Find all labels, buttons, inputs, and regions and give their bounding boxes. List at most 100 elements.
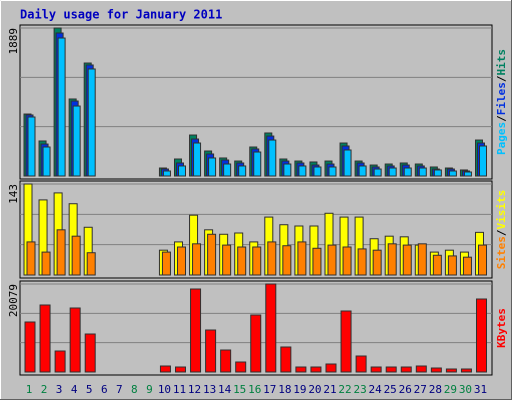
bar	[462, 256, 472, 276]
x-tick-label: 29	[444, 383, 457, 396]
legend-entry: Visits	[495, 190, 508, 230]
bar	[430, 367, 442, 373]
x-tick-label: 10	[158, 383, 171, 396]
legend-separator: /	[495, 229, 508, 236]
bar	[223, 163, 232, 177]
bar	[235, 361, 247, 373]
bar	[417, 243, 427, 276]
bar	[192, 243, 202, 276]
bar	[418, 167, 427, 177]
bar	[343, 149, 352, 177]
bar	[87, 68, 96, 177]
bar	[268, 139, 277, 177]
x-tick-label: 20	[308, 383, 321, 396]
x-tick-label: 26	[399, 383, 412, 396]
legend: Pages/Files/Hits	[495, 49, 508, 155]
x-tick-label: 4	[71, 383, 78, 396]
y-tick-label: 1889	[7, 28, 20, 55]
x-tick-label: 25	[384, 383, 397, 396]
x-tick-label: 27	[414, 383, 427, 396]
bar	[298, 165, 307, 177]
bar	[400, 366, 412, 373]
bar	[358, 165, 367, 177]
bar	[313, 166, 322, 177]
bar	[415, 365, 427, 373]
bar	[342, 246, 352, 276]
legend-separator: /	[495, 115, 508, 122]
bar	[54, 350, 66, 373]
bar	[190, 288, 202, 373]
bar	[373, 168, 382, 177]
x-tick-label: 11	[173, 383, 186, 396]
bar	[479, 145, 487, 177]
bar	[177, 246, 186, 276]
bar	[253, 151, 262, 177]
bar	[295, 366, 307, 373]
bar	[265, 283, 277, 373]
bar	[282, 245, 292, 276]
x-tick-label: 28	[429, 383, 442, 396]
x-tick-label: 3	[56, 383, 63, 396]
legend: Sites/Visits	[495, 190, 508, 270]
bar	[86, 252, 96, 276]
bar	[39, 304, 51, 373]
bar	[448, 170, 457, 177]
x-tick-label: 5	[86, 383, 93, 396]
bar	[432, 254, 442, 276]
bar	[312, 247, 322, 276]
bar	[463, 171, 472, 177]
y-tick-label: 20079	[7, 284, 20, 317]
bar	[175, 366, 186, 373]
x-tick-label: 2	[41, 383, 48, 396]
bar	[27, 116, 36, 177]
bar	[69, 307, 81, 373]
x-tick-label: 13	[203, 383, 216, 396]
bar	[476, 298, 487, 373]
x-tick-label: 21	[323, 383, 336, 396]
bar	[207, 233, 217, 276]
bar	[402, 244, 412, 276]
bar	[238, 165, 247, 177]
bar	[478, 244, 487, 276]
bar	[56, 229, 66, 276]
bar	[208, 157, 217, 177]
x-tick-label: 14	[218, 383, 232, 396]
legend: KBytes	[495, 308, 508, 348]
bar	[385, 366, 397, 373]
legend-entry: Files	[495, 82, 508, 115]
bar	[327, 244, 337, 276]
bar	[283, 163, 292, 177]
bar	[388, 167, 397, 177]
bar	[340, 310, 352, 373]
bar	[445, 368, 457, 373]
bar	[325, 363, 337, 373]
x-tick-label: 15	[233, 383, 246, 396]
bar	[460, 368, 472, 373]
legend-entry: Hits	[495, 49, 508, 76]
legend-separator: /	[495, 75, 508, 82]
bar	[41, 251, 51, 276]
bar	[328, 166, 337, 177]
y-tick-label: 143	[7, 184, 20, 204]
bar	[372, 249, 382, 276]
bar	[24, 321, 36, 373]
bar	[57, 37, 66, 177]
bar	[205, 329, 217, 373]
x-tick-label: 9	[146, 383, 153, 396]
x-tick-label: 23	[353, 383, 366, 396]
x-tick-label: 18	[278, 383, 291, 396]
x-tick-label: 19	[293, 383, 306, 396]
x-tick-label: 6	[101, 383, 108, 396]
bar	[42, 146, 51, 177]
bar	[159, 365, 171, 373]
x-tick-label: 30	[459, 383, 472, 396]
legend-entry: Pages	[495, 122, 508, 155]
bar	[237, 246, 247, 276]
x-tick-label: 7	[116, 383, 123, 396]
x-tick-label: 12	[188, 383, 201, 396]
bar	[252, 246, 262, 276]
bar	[387, 243, 397, 276]
bar	[297, 241, 307, 276]
bar	[267, 241, 277, 276]
x-tick-label: 16	[248, 383, 261, 396]
